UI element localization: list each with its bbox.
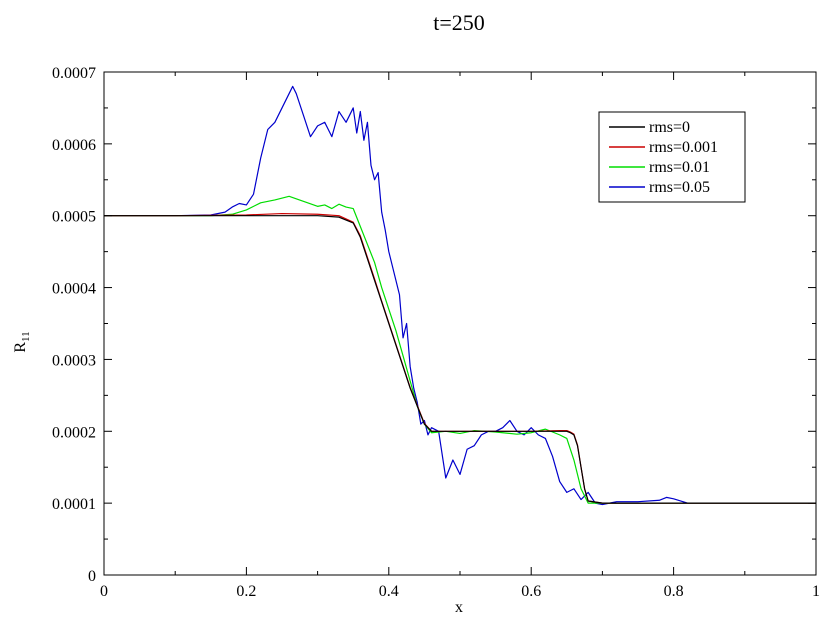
y-axis-label: R11 — [12, 331, 32, 352]
y-tick-label: 0.0002 — [52, 424, 96, 441]
y-tick-label: 0.0006 — [52, 137, 96, 154]
series-line-rms-0-01 — [104, 195, 816, 504]
legend-label: rms=0.001 — [649, 139, 718, 156]
legend-label: rms=0.05 — [649, 179, 710, 196]
y-tick-label: 0 — [88, 568, 96, 585]
x-tick-label: 0.4 — [379, 583, 399, 600]
x-tick-label: 0 — [100, 583, 108, 600]
x-tick-label: 0.8 — [664, 583, 684, 600]
y-tick-label: 0.0004 — [52, 281, 96, 298]
series-layer — [104, 85, 816, 506]
y-axis-label-subscript: 11 — [20, 331, 32, 342]
plot-frame — [103, 71, 817, 576]
y-tick-label: 0.0007 — [52, 65, 96, 82]
series-line-rms-0-05 — [104, 85, 816, 506]
y-tick-label: 0.0003 — [52, 352, 96, 369]
x-tick-label: 0.2 — [236, 583, 256, 600]
legend-label: rms=0 — [649, 119, 690, 136]
y-tick-label: 0.0001 — [52, 496, 96, 513]
series-line-rms-0 — [104, 215, 816, 504]
x-tick-label: 1 — [812, 583, 820, 600]
svg-text:R11: R11 — [12, 331, 32, 352]
y-axis-label-main: R — [12, 342, 29, 353]
x-axis-label: x — [455, 599, 463, 616]
ticks-layer: 0 0.2 0.4 0.6 0.8 1 0 0.0001 0.0002 0.0003 0.0004 0… — [52, 65, 820, 600]
y-tick-label: 0.0005 — [52, 209, 96, 226]
x-tick-label: 0.6 — [521, 583, 541, 600]
legend-label: rms=0.01 — [649, 159, 710, 176]
legend: rms=0 rms=0.001 rms=0.01 rms=0.05 — [598, 111, 746, 203]
chart-title: t=250 — [433, 10, 485, 35]
